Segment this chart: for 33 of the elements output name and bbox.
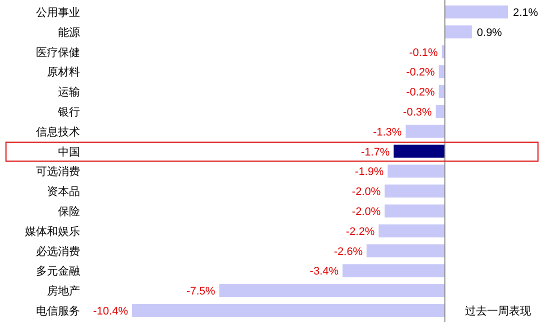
data-label: -1.7% [360,146,390,158]
y-tick-label: 信息技术 [36,125,80,138]
y-tick-label: 运输 [58,86,80,99]
data-label: -7.5% [186,286,216,298]
data-label: -2.0% [352,206,381,218]
y-tick-label: 房地产 [47,284,80,298]
data-label: -1.9% [354,166,384,178]
y-tick-label: 原材料 [47,66,80,79]
y-tick-label: 电信服务 [36,304,80,318]
data-label: -2.0% [352,186,381,198]
y-tick-label: 公用事业 [36,6,80,19]
data-label: -2.6% [334,246,363,258]
data-label: -3.4% [310,266,339,278]
data-label: -10.4% [93,305,128,318]
y-tick-label: 中国 [58,145,80,158]
y-tick-label: 媒体和娱乐 [25,224,80,238]
data-label: -2.2% [346,226,375,238]
data-label: -0.2% [406,86,436,99]
y-tick-label: 可选消费 [36,165,80,178]
y-tick-label: 保险 [58,206,80,218]
y-tick-label: 必选消费 [36,244,80,258]
y-tick-label: 资本品 [47,185,80,198]
data-label: -0.3% [403,106,432,118]
y-tick-label: 银行 [57,106,80,118]
data-label: -0.1% [409,46,438,59]
data-label: -0.2% [406,66,436,79]
annotation: 过去一周表现 [464,304,531,318]
y-tick-label: 多元金融 [36,266,80,278]
y-tick-label: 能源 [58,26,80,39]
y-tick-label: 医疗保健 [36,46,80,59]
data-label: -1.3% [372,126,402,138]
data-label: 0.9% [476,26,502,39]
data-label: 2.1% [513,6,538,19]
